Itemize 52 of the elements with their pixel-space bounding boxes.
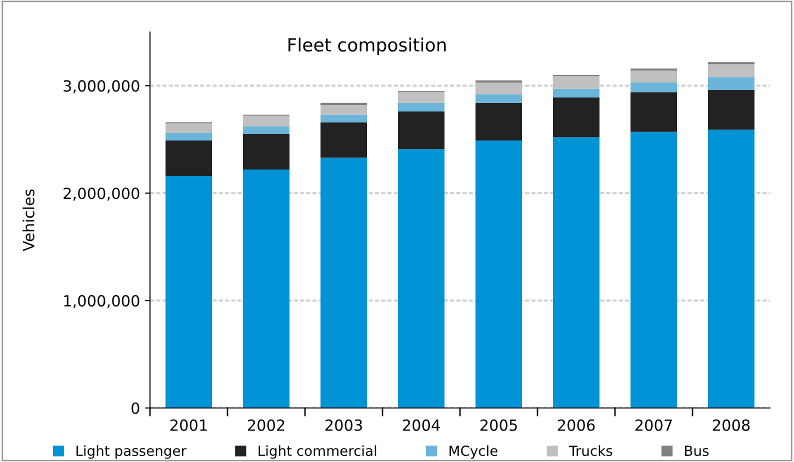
bar [398,111,444,150]
bar [476,102,522,141]
bar [320,114,367,122]
y-tick-label: 0 [132,402,140,414]
bar [708,64,754,78]
x-tick-label: 2007 [635,419,672,431]
bar [166,132,212,141]
chart-title: Fleet composition [288,38,446,56]
x-tick-label: 2004 [402,419,440,431]
bar [553,98,600,138]
y-tick-label: 2,000,000 [64,188,140,201]
bar [320,122,367,158]
bar [166,176,212,408]
bar [243,134,290,170]
bar [553,88,600,98]
legend-label: Light passenger [76,445,186,459]
y-tick-label: 1,000,000 [64,295,140,308]
legend-label: Bus [685,446,709,456]
x-tick-label: 2003 [325,419,362,431]
bar [630,70,677,82]
bar [320,158,367,408]
x-tick-label: 2006 [558,419,595,431]
bar [166,123,212,133]
bar [398,149,444,408]
x-tick-label: 2002 [248,419,284,431]
bar [476,94,522,103]
bar [166,140,212,176]
bar [243,126,290,134]
bar [398,102,444,112]
bar [708,77,754,90]
bar [553,76,600,89]
x-tick-label: 2005 [480,419,517,431]
bar [630,82,677,92]
x-tick-label: 2001 [170,419,207,431]
bar [553,137,600,408]
bar [320,102,367,106]
bar [320,105,367,115]
legend-label: Trucks [568,445,612,456]
legend-label: Light commercial [258,445,376,459]
x-tick-label: 2008 [712,419,750,431]
bar [398,92,444,103]
y-axis-title: Vehicles [22,189,34,252]
bar [630,132,677,408]
bar [708,130,754,408]
bar [243,170,290,408]
bar [476,82,522,94]
legend-label: MCycle [450,445,498,459]
bar [476,140,522,408]
y-tick-label: 3,000,000 [64,80,140,94]
bar [243,116,290,127]
bar [708,90,754,130]
bar [630,92,677,132]
